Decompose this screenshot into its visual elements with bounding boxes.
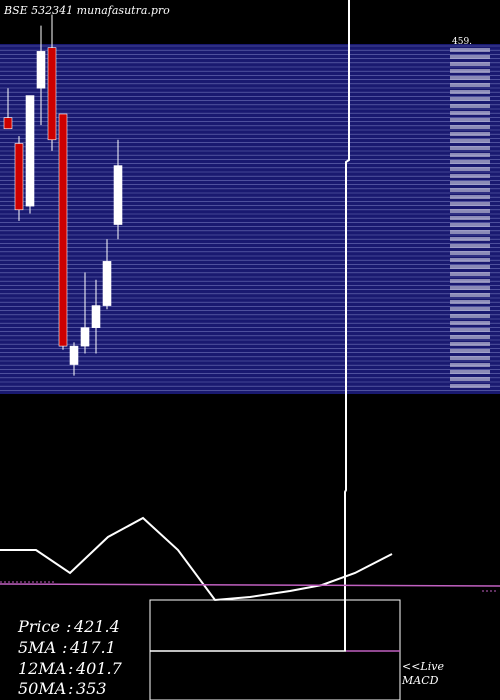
right-axis-tick-label — [450, 76, 490, 80]
right-axis-tick-label — [450, 62, 490, 66]
right-axis-tick-label — [450, 342, 490, 346]
right-axis-tick-label — [450, 286, 490, 290]
right-axis-top-label: 459. — [452, 37, 472, 47]
stat-price-sep: : — [66, 617, 71, 636]
macd-box — [149, 599, 401, 700]
candle-up — [25, 95, 35, 207]
right-axis-tick-label — [450, 48, 490, 52]
stat-5ma-value: 417.1 — [69, 638, 116, 657]
right-axis-tick-label — [450, 216, 490, 220]
right-axis-tick-label — [450, 307, 490, 311]
right-axis-tick-label — [450, 111, 490, 115]
stat-12ma-value: 401.7 — [75, 659, 123, 678]
right-axis-tick-label — [450, 328, 490, 332]
right-axis-tick-label — [450, 363, 490, 367]
right-axis-tick-label — [450, 118, 490, 122]
stat-50ma-sep: : — [68, 679, 73, 698]
right-axis-tick-label — [450, 258, 490, 262]
right-axis-tick-label — [450, 265, 490, 269]
macd-label-line2: MACD — [401, 674, 439, 687]
candles — [3, 14, 123, 376]
vertical-indicator-line — [344, 0, 350, 651]
right-axis-tick-label — [450, 300, 490, 304]
right-axis-tick-label — [450, 160, 490, 164]
right-axis-tick-label — [450, 335, 490, 339]
stat-50ma-value: 353 — [76, 679, 107, 698]
right-axis-tick-label — [450, 125, 490, 129]
right-axis-tick-label — [450, 55, 490, 59]
candle-down — [58, 113, 68, 347]
candle-up — [102, 261, 112, 306]
price-grid — [0, 45, 500, 391]
right-axis-tick-label — [450, 132, 490, 136]
right-axis-tick-label — [450, 314, 490, 318]
candle-up — [91, 305, 101, 328]
right-axis-tick-label — [450, 181, 490, 185]
right-axis-tick-label — [450, 174, 490, 178]
right-axis-tick-label — [450, 356, 490, 360]
right-axis-tick-label — [450, 279, 490, 283]
candle-down — [3, 117, 13, 130]
stat-12ma-label: 12MA — [18, 659, 66, 678]
right-axis-tick-label — [450, 384, 490, 388]
stat-price-value: 421.4 — [73, 617, 120, 636]
right-axis-tick-label — [450, 230, 490, 234]
stat-price-label: Price — [17, 617, 60, 636]
right-axis-tick-label — [450, 293, 490, 297]
right-axis-tick-label — [450, 139, 490, 143]
right-axis-tick-label — [450, 69, 490, 73]
right-axis-tick-label — [450, 202, 490, 206]
right-axis-tick-label — [450, 349, 490, 353]
right-axis-tick-label — [450, 195, 490, 199]
right-axis-tick-label — [450, 104, 490, 108]
right-axis-tick-label — [450, 83, 490, 87]
candle-up — [69, 345, 79, 365]
macd-label-line1: <<Live — [402, 660, 444, 673]
right-axis-tick-label — [450, 209, 490, 213]
right-axis-tick-label — [450, 251, 490, 255]
stat-5ma-sep: : — [62, 638, 67, 657]
indicator-line — [0, 516, 393, 602]
right-axis-tick-label — [450, 146, 490, 150]
candle-up — [36, 51, 46, 89]
right-axis-tick-label — [450, 153, 490, 157]
signal-line — [0, 583, 500, 587]
right-axis-tick-label — [450, 244, 490, 248]
candle-down — [14, 143, 24, 211]
candle-up — [80, 327, 90, 347]
stat-12ma-sep: : — [68, 659, 73, 678]
right-axis-tick-label — [450, 370, 490, 374]
candle-up — [113, 165, 123, 225]
right-axis-tick-label — [450, 272, 490, 276]
right-axis-tick-label — [450, 377, 490, 381]
chart-title: BSE 532341 munafasutra.pro — [3, 4, 170, 17]
candle-down — [47, 47, 57, 141]
right-axis-tick-label — [450, 90, 490, 94]
right-axis-tick-label — [450, 223, 490, 227]
right-axis-tick-label — [450, 237, 490, 241]
right-axis-tick-label — [450, 97, 490, 101]
right-axis-tick-label — [450, 321, 490, 325]
right-axis-tick-label — [450, 188, 490, 192]
stat-5ma-label: 5MA — [18, 638, 56, 657]
stats-block: Price : 421.4 5MA : 417.1 12MA : 401.7 5… — [17, 617, 123, 698]
stat-50ma-label: 50MA — [18, 679, 66, 698]
right-axis-tick-label — [450, 167, 490, 171]
